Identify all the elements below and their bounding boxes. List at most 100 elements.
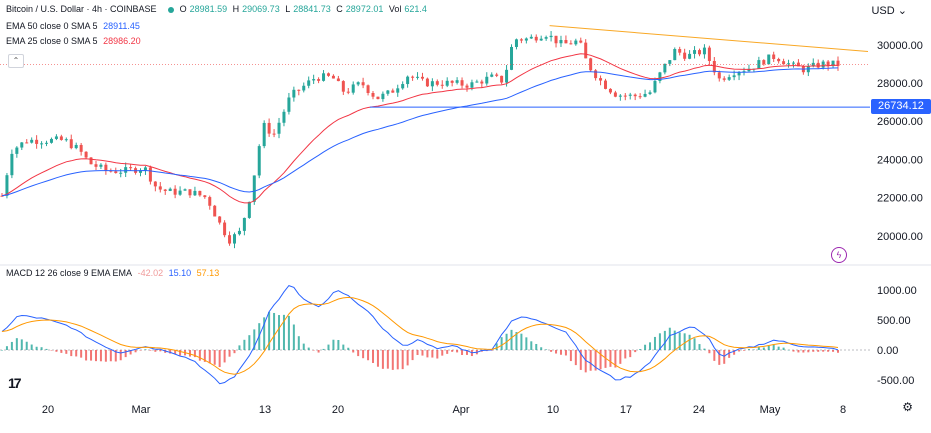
candle-body	[618, 95, 622, 97]
candle-body	[109, 170, 113, 172]
o-value: 28981.59	[189, 4, 228, 14]
macd-histogram-bar	[75, 350, 78, 357]
ema50-legend[interactable]: EMA 50 close 0 SMA 5 28911.45	[6, 21, 143, 31]
price-tick-label: 30000.00	[877, 40, 923, 52]
macd-histogram-bar	[70, 350, 73, 357]
macd-histogram-bar	[179, 350, 182, 356]
candle-body	[5, 175, 9, 196]
macd-histogram-bar	[752, 349, 755, 351]
candle-body	[297, 89, 301, 91]
macd-signal-value: 57.13	[196, 268, 220, 278]
ema25-line	[1, 53, 839, 204]
candle-body	[574, 40, 578, 45]
vol-label: Vol	[388, 4, 402, 14]
candle-body	[470, 82, 474, 88]
macd-histogram-bar	[193, 350, 196, 358]
macd-histogram-bar	[564, 350, 567, 356]
macd-histogram-bar	[530, 341, 533, 350]
candle-body	[584, 42, 588, 59]
h-label: H	[232, 4, 240, 14]
macd-histogram-bar	[292, 324, 295, 350]
candle-body	[148, 167, 152, 182]
macd-histogram-bar	[376, 350, 379, 367]
candle-body	[668, 60, 672, 64]
candle-body	[168, 188, 172, 191]
macd-histogram-bar	[822, 350, 825, 352]
candle-body	[707, 47, 711, 61]
resistance-trendline	[549, 25, 869, 52]
candle-body	[79, 144, 83, 152]
macd-histogram-bar	[535, 343, 538, 350]
tradingview-logo[interactable]: 17	[8, 375, 22, 391]
macd-histogram-bar	[639, 349, 642, 350]
macd-histogram-bar	[327, 344, 330, 350]
candle-body	[604, 80, 608, 89]
candle-body	[237, 230, 241, 235]
macd-histogram-bar	[381, 350, 384, 369]
candle-body	[688, 53, 692, 59]
macd-histogram-bar	[589, 350, 592, 371]
candle-body	[213, 205, 217, 217]
macd-histogram-bar	[154, 350, 157, 352]
candle-body	[623, 95, 627, 97]
macd-histogram-bar	[25, 341, 28, 350]
candle-body	[401, 84, 405, 89]
macd-histogram-bar	[723, 350, 726, 364]
candle-body	[599, 78, 603, 81]
ema50-line	[1, 67, 839, 197]
macd-histogram-bar	[139, 350, 142, 351]
macd-histogram-bar	[441, 350, 444, 356]
gear-icon[interactable]: ⚙	[902, 400, 913, 414]
candle-body	[425, 78, 429, 87]
candle-body	[74, 144, 78, 149]
macd-histogram-bar	[65, 350, 68, 354]
macd-histogram-bar	[510, 329, 513, 350]
macd-histogram-bar	[456, 350, 459, 353]
macd-histogram-bar	[80, 350, 83, 358]
macd-histogram-bar	[297, 336, 300, 350]
macd-legend[interactable]: MACD 12 26 close 9 EMA EMA -42.02 15.10 …	[6, 268, 222, 278]
macd-histogram-bar	[624, 350, 627, 359]
macd-histogram-bar	[777, 346, 780, 350]
ema25-legend[interactable]: EMA 25 close 0 SMA 5 28986.20	[6, 36, 144, 46]
macd-tick-label: -500.00	[877, 375, 914, 387]
candle-body	[252, 175, 256, 202]
candle-body	[490, 74, 494, 77]
macd-histogram-bar	[406, 350, 409, 366]
macd-histogram-bar	[401, 350, 404, 370]
macd-histogram-bar	[574, 350, 577, 366]
macd-histogram-bar	[332, 339, 335, 350]
candle-body	[791, 62, 795, 64]
candle-body	[460, 80, 464, 86]
chevron-up-icon[interactable]: ⌃	[8, 54, 24, 68]
candle-body	[638, 96, 642, 98]
macd-histogram-bar	[94, 350, 97, 362]
candle-body	[381, 93, 385, 100]
macd-histogram-bar	[653, 336, 656, 350]
x-tick-label: Mar	[132, 404, 151, 416]
candle-body	[277, 122, 281, 134]
macd-histogram-bar	[30, 344, 33, 350]
candle-body	[549, 35, 553, 38]
candle-body	[416, 76, 420, 78]
macd-histogram-bar	[248, 335, 251, 350]
macd-histogram-bar	[263, 317, 266, 350]
candle-body	[396, 88, 400, 93]
candle-body	[747, 68, 751, 72]
lightning-icon[interactable]: ϟ	[831, 247, 847, 263]
macd-histogram-bar	[817, 350, 820, 352]
candle-body	[519, 39, 523, 41]
candle-body	[208, 197, 212, 206]
candle-body	[351, 84, 355, 93]
macd-histogram-bar	[411, 350, 414, 361]
candle-body	[589, 58, 593, 71]
macd-histogram-bar	[673, 330, 676, 350]
macd-histogram-bar	[782, 347, 785, 350]
candle-body	[406, 76, 410, 85]
macd-histogram-bar	[550, 350, 553, 352]
macd-histogram-bar	[644, 344, 647, 350]
currency-selector[interactable]: USD ⌄	[871, 4, 907, 17]
candle-body	[559, 40, 563, 44]
candle-body	[579, 40, 583, 43]
candle-body	[485, 76, 489, 84]
